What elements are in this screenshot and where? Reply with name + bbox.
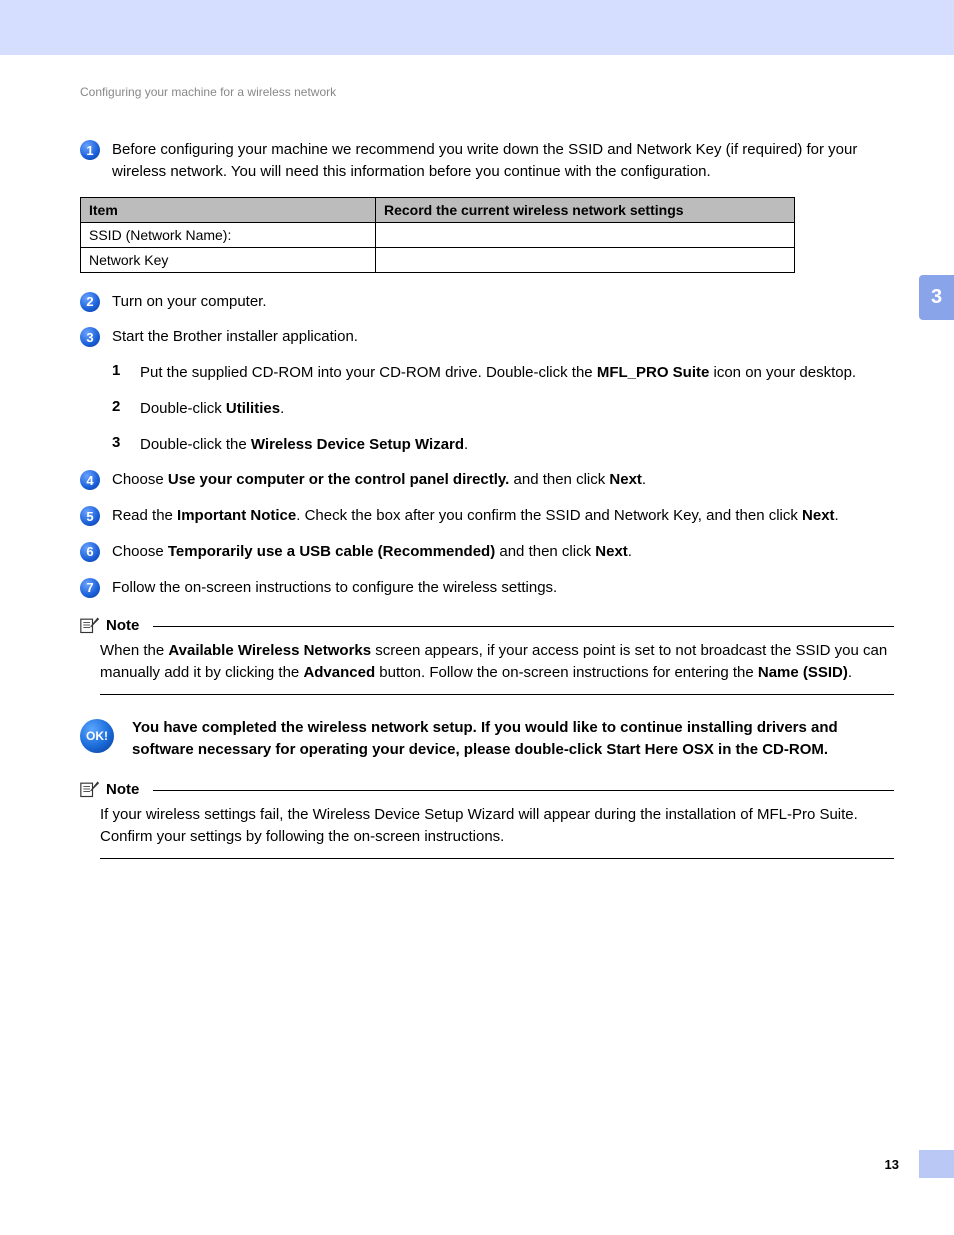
note-1-body: When the Available Wireless Networks scr… (100, 640, 894, 695)
table-cell-ssid-label: SSID (Network Name): (81, 222, 376, 247)
step-2: 2 Turn on your computer. (80, 291, 894, 313)
step-7-text: Follow the on-screen instructions to con… (112, 577, 894, 599)
step-1-text: Before configuring your machine we recom… (112, 139, 894, 183)
step-bullet-7: 7 (80, 578, 100, 598)
substep-2-text: Double-click Utilities. (140, 398, 894, 420)
step-3: 3 Start the Brother installer applicatio… (80, 326, 894, 348)
step-bullet-4: 4 (80, 470, 100, 490)
substeps: 1 Put the supplied CD-ROM into your CD-R… (112, 362, 894, 455)
table-cell-key-value (376, 247, 795, 272)
step-2-text: Turn on your computer. (112, 291, 894, 313)
table-cell-key-label: Network Key (81, 247, 376, 272)
page-content: Configuring your machine for a wireless … (0, 55, 954, 907)
substep-num-2: 2 (112, 398, 140, 415)
substep-3-text: Double-click the Wireless Device Setup W… (140, 434, 894, 456)
step-1: 1 Before configuring your machine we rec… (80, 139, 894, 183)
note-2: Note If your wireless settings fail, the… (80, 780, 894, 859)
ok-text: You have completed the wireless network … (132, 717, 894, 761)
substep-2: 2 Double-click Utilities. (112, 398, 894, 420)
note-2-label: Note (106, 781, 139, 798)
substep-num-1: 1 (112, 362, 140, 379)
step-bullet-2: 2 (80, 292, 100, 312)
step-6-text: Choose Temporarily use a USB cable (Reco… (112, 541, 894, 563)
note-divider (153, 790, 894, 791)
table-header-item: Item (81, 197, 376, 222)
step-5: 5 Read the Important Notice. Check the b… (80, 505, 894, 527)
table-header-record: Record the current wireless network sett… (376, 197, 795, 222)
breadcrumb: Configuring your machine for a wireless … (80, 85, 894, 99)
substep-3: 3 Double-click the Wireless Device Setup… (112, 434, 894, 456)
note-1: Note When the Available Wireless Network… (80, 616, 894, 695)
step-5-text: Read the Important Notice. Check the box… (112, 505, 894, 527)
note-2-body: If your wireless settings fail, the Wire… (100, 804, 894, 859)
chapter-tab: 3 (919, 275, 954, 320)
step-7: 7 Follow the on-screen instructions to c… (80, 577, 894, 599)
top-band (0, 0, 954, 55)
note-pencil-icon (80, 616, 100, 634)
note-pencil-icon (80, 780, 100, 798)
step-bullet-6: 6 (80, 542, 100, 562)
substep-num-3: 3 (112, 434, 140, 451)
table-row: Network Key (81, 247, 795, 272)
ok-block: OK! You have completed the wireless netw… (80, 717, 894, 761)
step-6: 6 Choose Temporarily use a USB cable (Re… (80, 541, 894, 563)
step-bullet-5: 5 (80, 506, 100, 526)
note-1-label: Note (106, 617, 139, 634)
ok-bullet: OK! (80, 719, 114, 753)
step-3-text: Start the Brother installer application. (112, 326, 894, 348)
note-divider (153, 626, 894, 627)
step-4: 4 Choose Use your computer or the contro… (80, 469, 894, 491)
step-bullet-3: 3 (80, 327, 100, 347)
settings-table: Item Record the current wireless network… (80, 197, 795, 273)
page-corner (919, 1150, 954, 1178)
table-row: SSID (Network Name): (81, 222, 795, 247)
substep-1: 1 Put the supplied CD-ROM into your CD-R… (112, 362, 894, 384)
substep-1-text: Put the supplied CD-ROM into your CD-ROM… (140, 362, 894, 384)
table-cell-ssid-value (376, 222, 795, 247)
step-bullet-1: 1 (80, 140, 100, 160)
page-number: 13 (885, 1157, 899, 1172)
step-4-text: Choose Use your computer or the control … (112, 469, 894, 491)
